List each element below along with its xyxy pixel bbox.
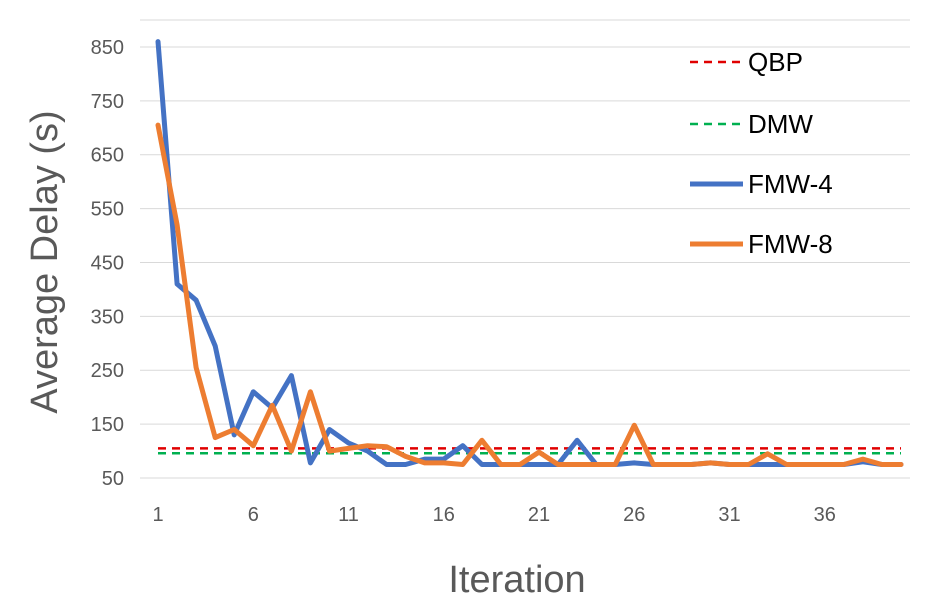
y-tick-label: 850 [91,37,124,59]
x-axis-ticks: 1 6 11 16 21 26 31 36 [152,504,835,526]
series-line-fmw-8 [155,122,904,467]
y-tick-label: 350 [91,306,124,328]
x-tick-label: 26 [623,504,645,526]
legend-label-fmw-4: FMW-4 [748,169,833,199]
y-tick-label: 450 [91,252,124,274]
x-tick-label: 1 [152,504,163,526]
legend-label-fmw-8: FMW-8 [748,229,833,259]
legend: QBP DMW FMW-4 FMW-8 [690,47,833,259]
x-tick-label: 6 [248,504,259,526]
x-tick-label: 21 [528,504,550,526]
x-tick-label: 31 [718,504,740,526]
y-tick-label: 150 [91,414,124,436]
series-line-fmw-4 [155,39,904,467]
y-tick-label: 250 [91,360,124,382]
x-tick-label: 16 [433,504,455,526]
y-tick-label: 750 [91,91,124,113]
y-tick-label: 50 [102,468,124,490]
y-tick-label: 550 [91,199,124,221]
x-axis-title: Iteration [448,559,585,601]
y-axis-ticks: 50 150 250 350 450 550 650 750 850 [91,37,124,490]
legend-label-qbp: QBP [748,47,803,77]
legend-label-dmw: DMW [748,109,813,139]
series-lines [155,39,904,467]
x-tick-label: 36 [814,504,836,526]
y-tick-label: 650 [91,145,124,167]
x-tick-label: 11 [338,504,359,526]
grid [140,19,910,479]
y-axis-title: Average Delay (s) [24,110,66,413]
